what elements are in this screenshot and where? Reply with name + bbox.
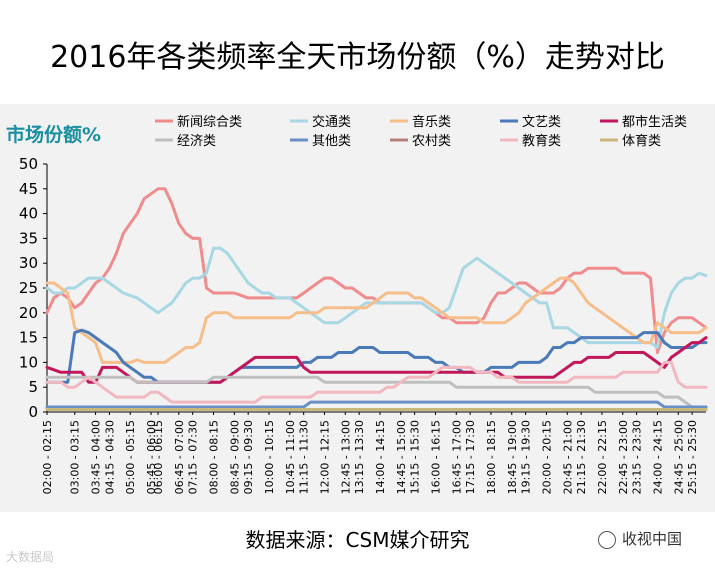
y-tick-label: 45 <box>19 180 38 198</box>
x-tick-label: 08:45 - 09:00 <box>228 420 241 494</box>
x-tick-label: 20:00 - 20:15 <box>540 420 553 494</box>
x-tick-label: 04:15 - 04:30 <box>103 420 116 494</box>
x-tick-label: 12:00 - 12:15 <box>318 420 331 494</box>
series-line-1 <box>45 187 708 354</box>
x-tick-label: 16:45 - 17:00 <box>450 420 463 494</box>
series-line-5 <box>45 336 708 384</box>
series-line-7 <box>45 400 708 409</box>
x-tick-label: 02:00 - 02:15 <box>41 420 54 494</box>
x-tick-label: 19:15 - 19:30 <box>520 420 533 494</box>
x-tick-label: 10:45 - 11:00 <box>284 420 297 494</box>
y-tick-label: 30 <box>19 254 38 272</box>
x-tick-label: 05:00 - 05:15 <box>124 420 137 494</box>
x-tick-label: 05:45 - 06:00 <box>145 420 158 494</box>
series-line-3 <box>45 276 708 364</box>
watermark-right-text: 收视中国 <box>622 530 683 548</box>
line-chart: 0 5 10 15 20 25 30 35 40 45 50 02:00 - 02:15 03:00 -… <box>19 114 708 494</box>
x-tick-label: 20:45 - 21:00 <box>561 420 574 494</box>
x-tick-label: 22:00 - 22:15 <box>596 420 609 494</box>
x-tick-label: 14:45 - 15:00 <box>395 420 408 494</box>
x-tick-label: 24:00 - 24:15 <box>651 420 664 494</box>
series-line-6 <box>45 375 708 409</box>
x-tick-label: 23:15 - 23:30 <box>631 420 644 494</box>
x-tick-label: 10:00 - 10:15 <box>263 420 276 494</box>
y-tick-label: 35 <box>19 229 38 247</box>
x-tick-label: 08:00 - 08:15 <box>207 420 220 494</box>
x-tick-label: 24:45 - 25:00 <box>672 420 685 494</box>
wechat-icon <box>598 530 616 549</box>
legend-label-4: 文艺类 <box>522 115 561 130</box>
x-tick-label: 13:15 - 13:30 <box>353 420 366 494</box>
x-tick-label: 22:45 - 23:00 <box>617 420 630 494</box>
x-tick-label: 06:45 - 07:00 <box>173 420 186 494</box>
x-tick-label: 12:45 - 13:00 <box>339 420 352 494</box>
legend-label-10: 体育类 <box>622 133 661 149</box>
x-tick-label: 14:00 - 14:15 <box>374 420 387 494</box>
series-line-9 <box>45 360 708 404</box>
x-tick-label: 18:45 - 19:00 <box>506 420 519 494</box>
x-tick-label: 18:00 - 18:15 <box>485 420 498 494</box>
y-tick-label: 10 <box>19 353 38 371</box>
y-tick-label: 5 <box>28 378 38 396</box>
legend-label-6: 经济类 <box>177 134 216 149</box>
x-tick-label: 21:15 - 21:30 <box>575 420 588 494</box>
x-tick-label: 09:15 - 09:30 <box>242 420 255 494</box>
legend-label-2: 交通类 <box>312 114 351 130</box>
x-tick-label: 25:15 - 25:30 <box>686 420 699 494</box>
x-tick-label: 03:45 - 04:00 <box>90 420 103 494</box>
legend-label-8: 农村类 <box>412 134 451 149</box>
x-tick-label: 03:00 - 03:15 <box>69 420 82 494</box>
legend-label-9: 教育类 <box>522 133 561 149</box>
legend-label-7: 其他类 <box>312 134 351 149</box>
series-line-2 <box>45 246 708 349</box>
y-tick-label: 20 <box>19 304 38 322</box>
y-tick-label: 50 <box>19 155 38 173</box>
x-tick-label: 17:15 - 17:30 <box>464 420 477 494</box>
y-tick-label: 25 <box>19 279 38 297</box>
chart-title: 2016年各类频率全天市场份额（%）走势对比 <box>50 40 665 75</box>
x-tick-label: 06:00 - 06:15 <box>152 420 165 494</box>
y-axis-label: 市场份额% <box>6 124 102 146</box>
data-source: 数据来源：CSM媒介研究 <box>245 528 470 552</box>
y-tick-label: 15 <box>19 329 38 347</box>
x-tick-label: 11:15 - 11:30 <box>298 420 311 494</box>
legend-label-1: 新闻综合类 <box>177 114 242 130</box>
y-tick-label: 0 <box>28 403 38 421</box>
watermark-right: 收视中国 <box>598 528 682 549</box>
x-tick-label: 15:15 - 15:30 <box>409 420 422 494</box>
x-tick-label: 16:00 - 16:15 <box>429 420 442 494</box>
y-tick-label: 40 <box>19 205 38 223</box>
legend-label-3: 音乐类 <box>412 114 451 130</box>
legend-label-5: 都市生活类 <box>622 114 687 130</box>
watermark-left: 大数据局 <box>6 550 55 564</box>
x-tick-label: 07:15 - 07:30 <box>187 420 200 494</box>
